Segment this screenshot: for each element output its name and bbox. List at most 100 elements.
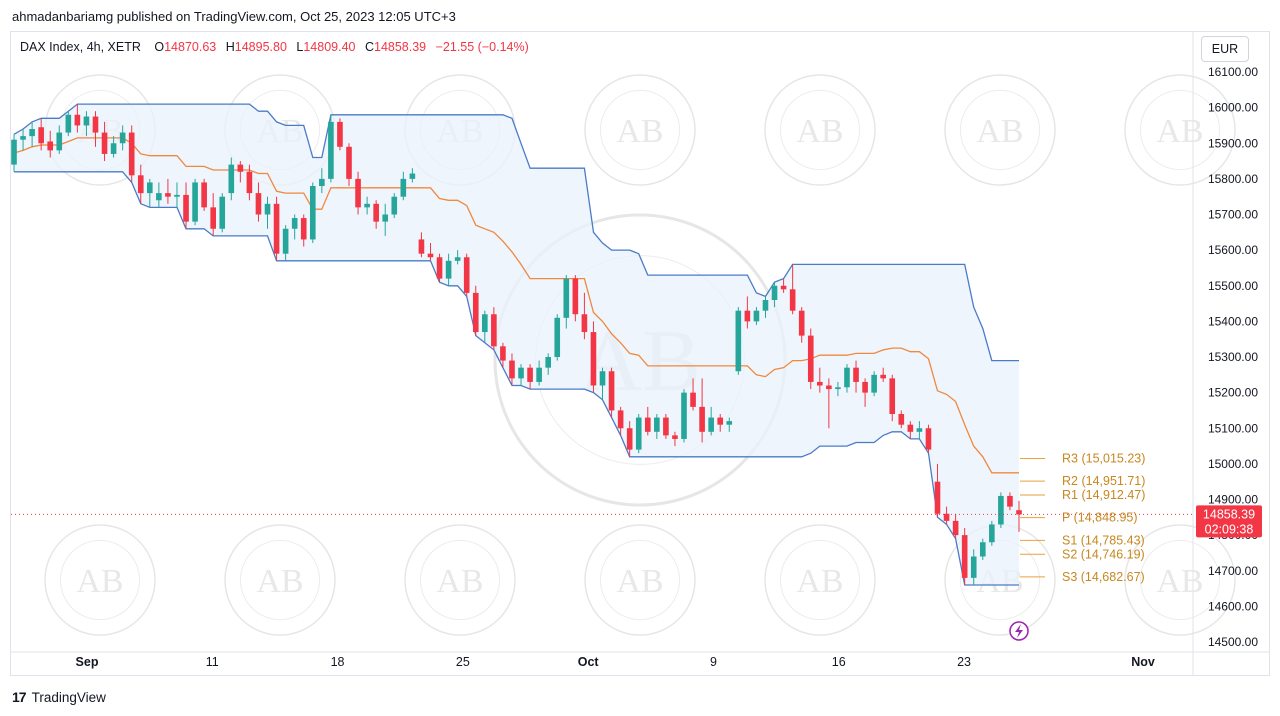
candle-body — [210, 207, 216, 229]
candle — [644, 406, 651, 436]
candle — [599, 367, 606, 400]
pivot-label: R1 (14,912.47) — [1062, 488, 1145, 502]
candle-body — [780, 285, 787, 290]
candle-body — [952, 520, 959, 536]
candle — [101, 121, 108, 162]
candle — [807, 328, 814, 390]
y-tick-label: 14600.00 — [1208, 599, 1258, 613]
candle — [826, 378, 832, 429]
candle-body — [119, 132, 126, 144]
candle-body — [418, 239, 425, 254]
x-tick-label: 11 — [206, 655, 219, 669]
candle — [183, 182, 189, 229]
candle-body — [925, 428, 932, 450]
candle-body — [328, 121, 334, 179]
watermark-seal-inner — [959, 89, 1041, 171]
candle — [210, 193, 216, 236]
candle — [409, 168, 416, 183]
time-axis[interactable]: Sep 11 18 25 Oct 9 16 23 Nov — [11, 32, 1269, 675]
candle-body — [934, 481, 941, 514]
candle — [92, 111, 99, 147]
watermark-seal — [764, 524, 876, 636]
candle — [472, 285, 479, 336]
candle-body — [237, 164, 244, 172]
candle — [798, 307, 805, 343]
candle-body — [409, 173, 416, 179]
publish-line: ahmadanbariamg published on TradingView.… — [12, 9, 456, 24]
candle-body — [563, 278, 570, 318]
candle-body — [101, 132, 108, 154]
candle-body — [445, 260, 452, 279]
watermark-seal — [764, 74, 876, 186]
candle — [165, 178, 171, 204]
candle — [708, 406, 714, 436]
candle-body — [626, 428, 633, 450]
y-tick-label: 15900.00 — [1208, 136, 1258, 150]
candle — [1007, 492, 1013, 511]
candle-body — [427, 253, 434, 258]
lightning-icon[interactable] — [1009, 621, 1029, 641]
candle — [970, 549, 977, 585]
price-axis[interactable]: 14500.0014600.0014700.0014800.0014900.00… — [1208, 65, 1258, 649]
candle — [952, 513, 959, 539]
currency-button[interactable]: EUR — [1201, 36, 1249, 62]
last-price-countdown: 02:09:38 — [1205, 522, 1254, 536]
open-value: 14870.63 — [164, 40, 217, 54]
candle-body — [137, 175, 144, 194]
watermark-seal-inner — [779, 89, 861, 171]
candle-body — [74, 114, 81, 126]
candle-body — [1016, 510, 1022, 515]
candle — [500, 342, 506, 368]
candle — [491, 307, 497, 350]
y-tick-label: 15200.00 — [1208, 386, 1258, 400]
candle — [536, 360, 542, 386]
tradingview-logo[interactable]: 17 TradingView — [12, 689, 106, 705]
x-tick-label: 23 — [957, 655, 971, 669]
candle — [482, 310, 488, 343]
watermark-seal — [584, 524, 696, 636]
candle — [445, 253, 452, 286]
tradingview-brand: TradingView — [31, 689, 106, 705]
candle — [83, 111, 90, 137]
candle-body — [518, 367, 524, 379]
candle-body — [717, 417, 724, 425]
candle — [436, 253, 443, 283]
chart-frame[interactable] — [10, 31, 1270, 676]
last-price-value: 14858.39 — [1203, 507, 1255, 521]
candle-body — [264, 203, 271, 215]
watermark-seal — [1124, 524, 1236, 636]
candle — [871, 371, 877, 397]
candle-body — [156, 193, 162, 201]
candle-body — [11, 139, 17, 165]
candle — [663, 414, 669, 439]
candle-body — [672, 435, 678, 439]
watermark-seal-inner — [1139, 539, 1221, 621]
candle — [898, 410, 905, 429]
candle-body — [644, 417, 651, 432]
candle-body — [400, 178, 407, 197]
watermark-seal — [944, 74, 1056, 186]
candle-body — [291, 218, 298, 229]
last-price-badge — [1196, 505, 1262, 538]
candle — [907, 421, 914, 439]
candle-body — [654, 417, 660, 432]
candle-body — [346, 146, 352, 179]
candle-body — [789, 289, 796, 311]
candle — [110, 136, 117, 158]
candle — [128, 125, 135, 183]
candle-body — [491, 314, 497, 347]
candle — [319, 168, 325, 194]
candle — [554, 314, 561, 361]
candle-body — [300, 218, 307, 240]
pivot-label: S2 (14,746.19) — [1062, 547, 1145, 561]
candle — [237, 161, 244, 183]
candle — [373, 200, 379, 229]
candle-body — [147, 182, 153, 194]
candle — [590, 321, 597, 393]
watermark-text: AB — [256, 563, 303, 600]
candle — [228, 157, 235, 201]
low-value: 14809.40 — [303, 40, 356, 54]
y-tick-label: 15800.00 — [1208, 172, 1258, 186]
candle-body — [998, 495, 1004, 525]
